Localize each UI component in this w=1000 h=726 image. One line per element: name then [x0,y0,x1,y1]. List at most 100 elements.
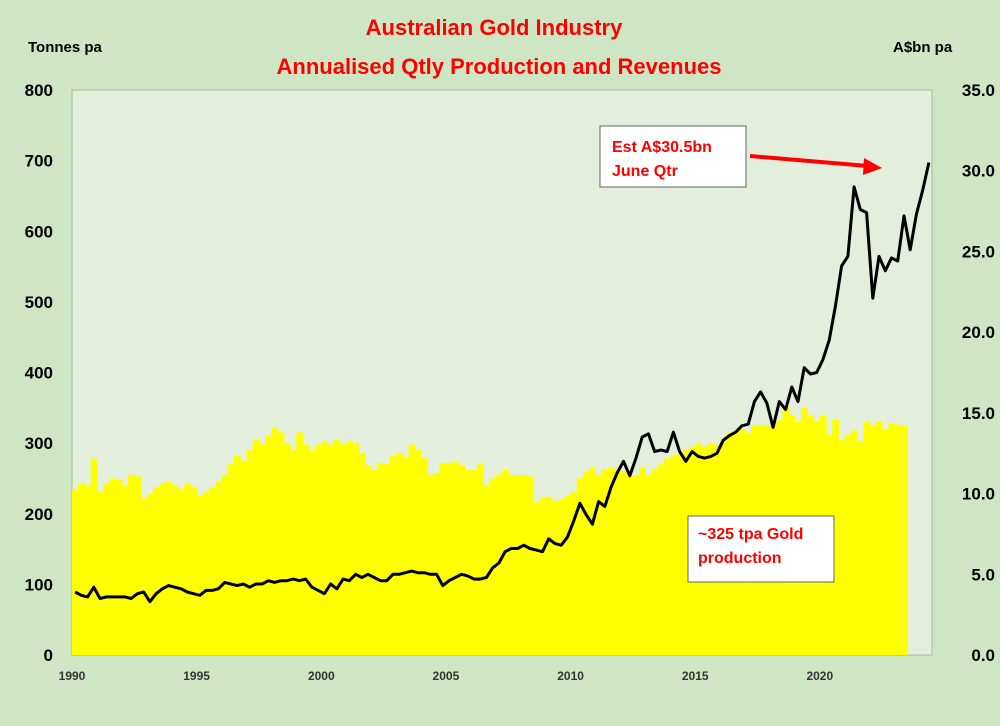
production-bar [657,464,665,655]
x-tick-label: 1990 [59,669,86,683]
left-axis-ticks: 0 100 200 300 400 500 600 700 800 [25,81,53,665]
production-bar [103,483,110,655]
x-tick-label: 1995 [183,669,210,683]
production-bar [601,469,609,655]
production-bar [159,483,167,655]
production-bar [134,476,142,655]
production-bar [352,443,360,656]
production-bar [308,450,316,655]
production-bar [682,450,690,655]
production-bar [452,462,459,655]
production-bar [109,478,117,655]
production-bar [464,469,472,655]
production-bar [445,462,453,655]
production-bar [850,430,858,655]
production-annotation: ~325 tpa Gold production [687,515,835,583]
production-bar [339,444,347,655]
left-tick-label: 100 [25,575,53,594]
production-bar [140,498,148,655]
production-bar [190,486,198,655]
production-bar [215,481,223,655]
right-tick-label: 0.0 [971,646,995,665]
production-bar [96,491,104,655]
right-axis-unit-label: A$bn pa [893,39,953,56]
right-tick-label: 35.0 [962,81,995,100]
production-bar [863,421,871,655]
production-bar [184,483,191,655]
production-bar [78,483,86,655]
production-bar [882,429,889,655]
production-bar [364,465,372,655]
production-bar [470,469,478,655]
production-bar [458,465,466,655]
production-bar [121,485,129,655]
production-bar [196,496,204,655]
production-bar [240,460,248,655]
left-tick-label: 200 [25,505,53,524]
production-bar [153,486,160,655]
production-bar [664,458,671,655]
production-bar [894,424,902,655]
production-bar [84,485,92,655]
production-bar [439,462,447,655]
production-bar [558,499,565,656]
production-bar [483,485,491,655]
production-bar [202,491,210,655]
production-bar [377,462,385,655]
production-bar [427,474,435,655]
right-tick-label: 15.0 [962,404,995,423]
production-bar [514,474,522,655]
production-bar [533,502,540,655]
x-tick-label: 2015 [682,669,709,683]
production-bar [177,489,185,655]
left-tick-label: 300 [25,434,53,453]
production-bar [315,444,322,655]
production-bar [327,444,335,655]
right-tick-label: 30.0 [962,162,995,181]
revenue-annotation-arrowhead [863,158,882,175]
production-bar [283,443,291,656]
production-bar [246,450,254,655]
production-annotation-line-2: production [698,550,782,567]
revenue-line [74,162,931,604]
production-bar [614,469,621,655]
production-bar [520,474,528,655]
production-bar [227,464,235,655]
x-tick-label: 2020 [806,669,833,683]
production-bar [670,455,678,655]
production-bar [570,491,578,655]
chart-title: Australian Gold Industry [366,15,623,40]
right-tick-label: 10.0 [962,485,995,504]
production-bar [589,467,597,655]
production-bar [408,444,416,655]
production-bar [626,474,634,655]
production-bar [165,481,173,655]
right-tick-label: 20.0 [962,323,995,342]
production-bar [358,453,366,655]
production-bar [676,453,684,655]
production-bar [90,458,98,655]
production-bar [539,498,547,655]
production-bar [72,489,79,655]
right-tick-label: 5.0 [971,565,995,584]
production-bar [333,439,341,655]
production-bar [271,427,279,655]
production-bar [171,485,179,655]
revenue-annotation-line-2: June Qtr [612,163,678,180]
left-tick-label: 400 [25,364,53,383]
production-bar [477,462,484,655]
production-bar [576,478,584,655]
left-tick-label: 500 [25,293,53,312]
production-bar [277,432,285,655]
production-bar [433,472,441,655]
production-bar [875,421,883,655]
production-bar [402,457,410,655]
production-bar [545,496,553,655]
production-bar [371,469,378,655]
production-bar [234,455,241,655]
production-bar [832,419,840,655]
production-bar [595,474,603,655]
right-tick-label: 25.0 [962,242,995,261]
production-annotation-line-1: ~325 tpa Gold [698,526,803,543]
right-axis-ticks: 0.0 5.0 10.0 15.0 20.0 25.0 30.0 35.0 [962,81,995,665]
